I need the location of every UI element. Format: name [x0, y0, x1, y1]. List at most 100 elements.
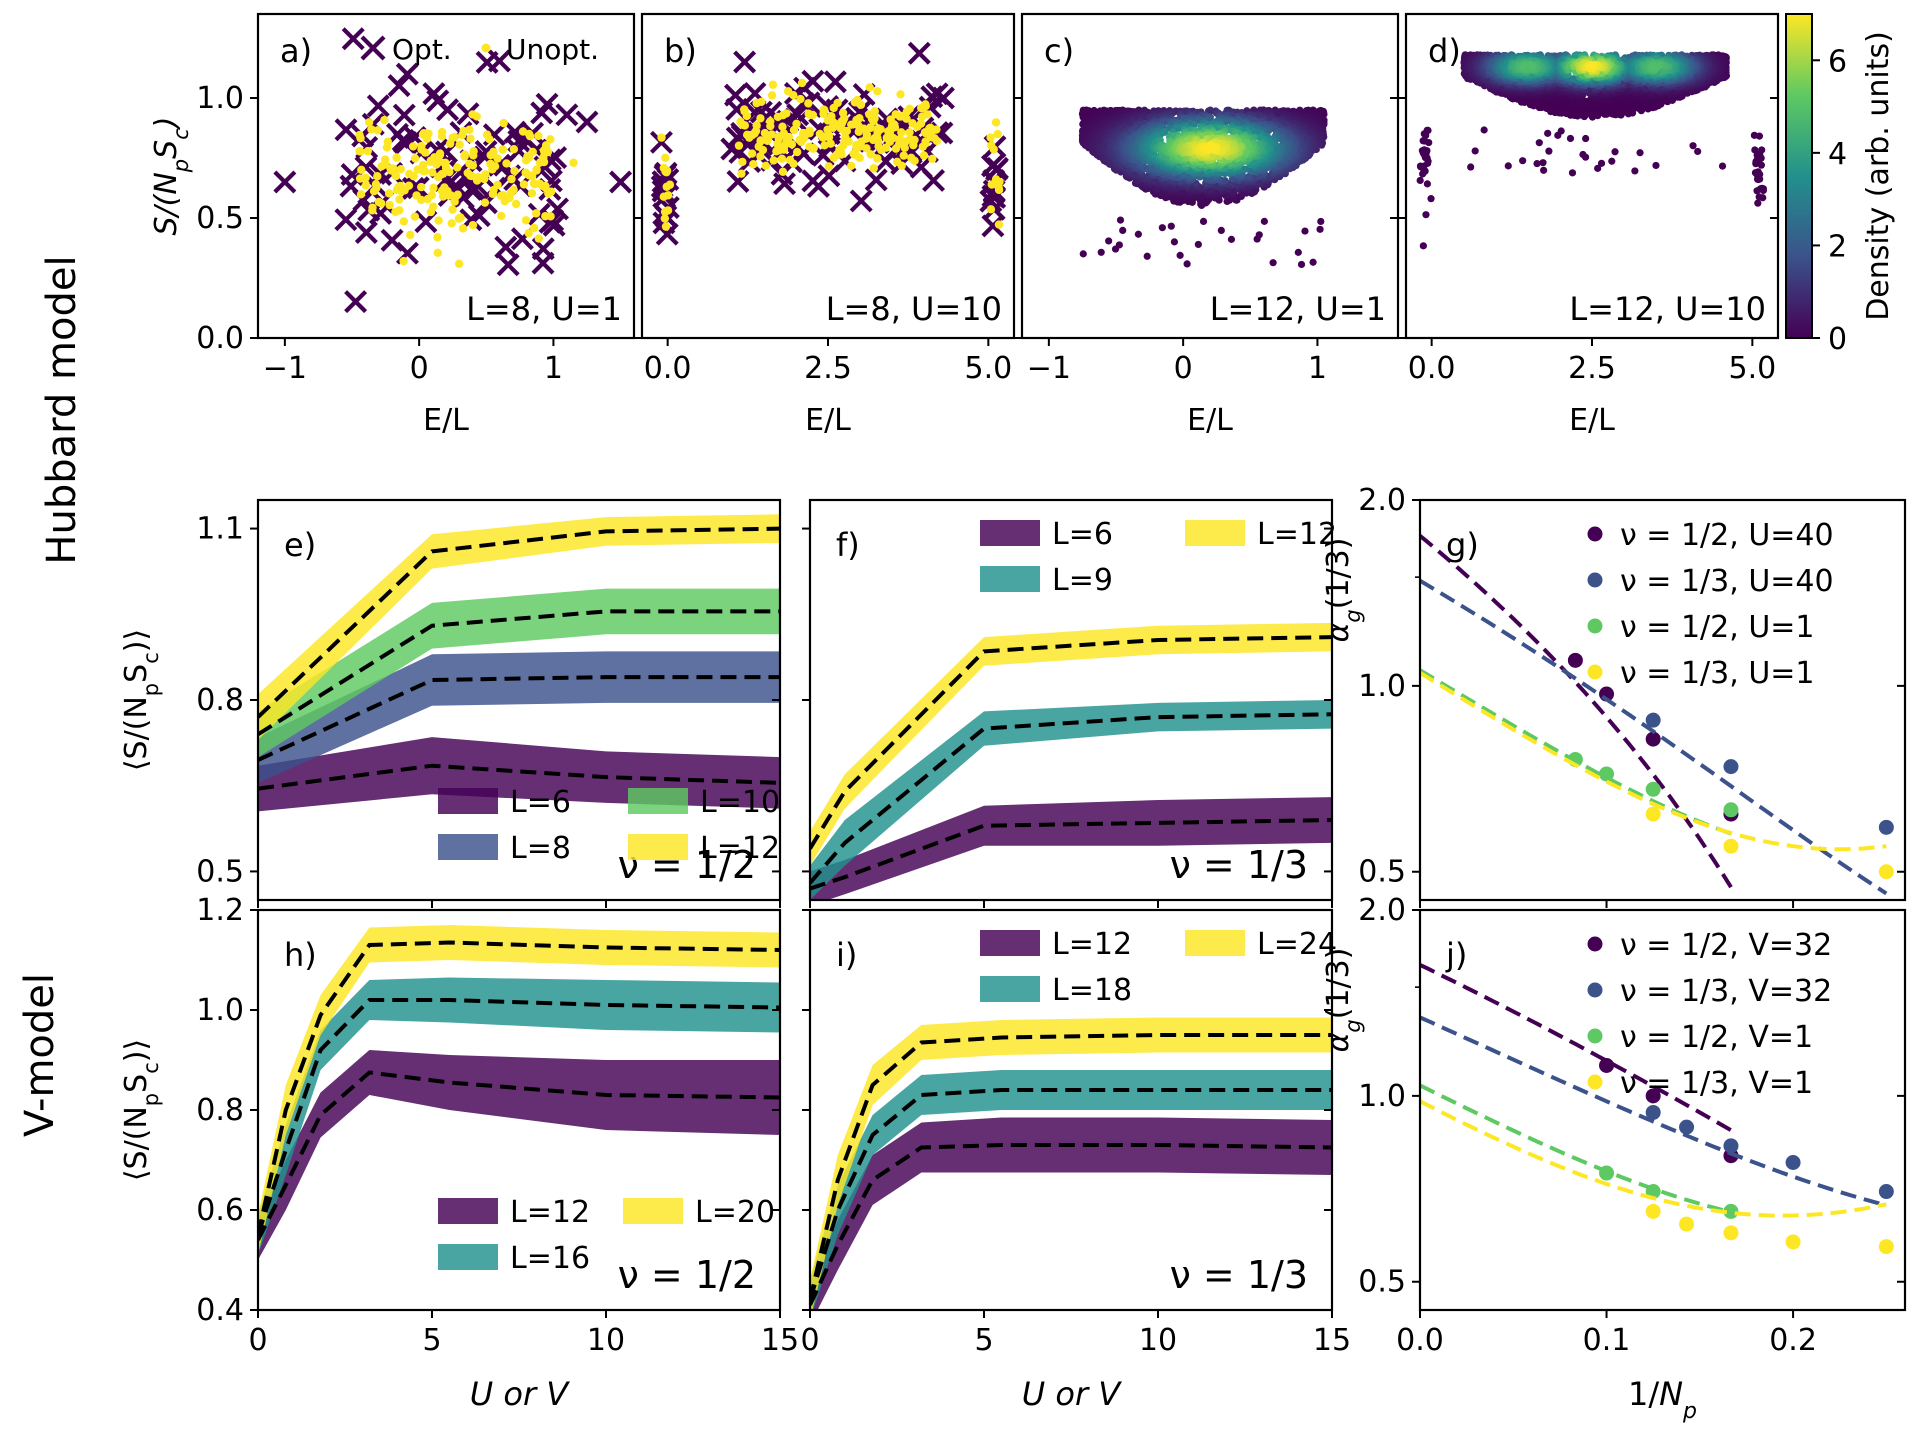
opt-point-b-40: [849, 189, 873, 213]
density-point-d-81: [1540, 166, 1548, 174]
opt-point-a-5-stroke-2: [366, 94, 390, 118]
density-point-c-23: [1227, 235, 1236, 243]
opt-point-b-82-stroke-2: [791, 91, 815, 115]
opt-point-a-90-stroke-2: [273, 170, 297, 194]
legend-unopt-marker: [481, 43, 491, 53]
unopt-point-a-74: [480, 198, 490, 207]
unopt-point-b-10: [661, 222, 671, 231]
opt-point-b-84-stroke-2: [749, 100, 773, 124]
unopt-point-a-161: [445, 167, 454, 177]
unopt-point-a-190: [524, 129, 534, 139]
unopt-point-a-47: [428, 168, 437, 177]
density-point-c-22: [1297, 260, 1306, 269]
opt-point-b-92-stroke-2: [649, 130, 673, 154]
unopt-point-a-40: [361, 181, 370, 190]
unopt-point-b-232: [785, 155, 795, 165]
opt-point-a-92: [555, 103, 579, 127]
opt-point-b-101-stroke-2: [655, 222, 679, 246]
opt-point-a-33: [344, 290, 368, 314]
density-point-c-9: [1317, 217, 1325, 226]
opt-point-b-65-stroke-2: [922, 168, 946, 192]
density-point-d-22: [1419, 242, 1427, 250]
opt-point-b-69: [823, 70, 847, 94]
density-point-d-59: [1754, 155, 1762, 163]
opt-point-b-55-stroke-2: [909, 155, 933, 179]
plot-area-a: [273, 27, 633, 314]
unopt-point-b-197: [767, 91, 777, 100]
opt-point-b-91-stroke-2: [931, 86, 955, 110]
opt-point-b-77-stroke-2: [725, 97, 749, 121]
density-point-d-79: [1652, 161, 1660, 170]
unopt-point-a-122: [510, 166, 519, 176]
opt-point-b-91: [931, 86, 955, 110]
unopt-point-a-168: [391, 207, 400, 217]
unopt-point-a-196: [417, 195, 426, 205]
unopt-point-b-11: [661, 153, 670, 163]
unopt-point-b-211: [928, 154, 937, 163]
opt-point-b-69-stroke-2: [823, 70, 847, 94]
unopt-point-a-148: [409, 172, 418, 181]
density-point-d-51: [1759, 194, 1767, 202]
density-point-d-29: [1417, 163, 1425, 171]
unopt-point-b-101: [778, 122, 787, 131]
opt-point-a-39-stroke-2: [426, 89, 450, 113]
unopt-point-b-153: [905, 104, 914, 113]
x-tick-label-a-0: −1: [263, 351, 307, 386]
unopt-point-a-12: [434, 216, 443, 225]
unopt-point-b-159: [742, 130, 752, 140]
unopt-point-b-219: [738, 157, 747, 167]
density-point-c-7: [1097, 248, 1105, 256]
panel-label-a: a): [280, 32, 312, 70]
density-point-c-20: [1260, 217, 1268, 225]
unopt-point-b-218: [917, 112, 927, 121]
unopt-point-a-63: [437, 170, 446, 179]
density-point-c-1533: [1245, 172, 1253, 181]
unopt-point-a-139: [396, 164, 406, 174]
unopt-point-a-140: [380, 155, 390, 164]
density-point-d-67: [1718, 162, 1727, 170]
unopt-point-b-123: [921, 100, 930, 109]
unopt-point-b-213: [766, 117, 775, 126]
opt-point-a-72: [531, 251, 555, 275]
unopt-point-a-189: [363, 146, 372, 156]
unopt-point-b-217: [835, 145, 844, 154]
unopt-point-a-130: [399, 256, 408, 266]
unopt-point-b-158: [897, 161, 906, 170]
unopt-point-b-203: [909, 140, 918, 150]
unopt-point-b-199: [836, 124, 845, 133]
density-point-d-85: [1597, 159, 1606, 167]
unopt-point-b-157: [905, 128, 914, 137]
unopt-point-a-176: [509, 185, 518, 194]
opt-point-a-6-stroke-2: [392, 103, 416, 127]
unopt-point-a-158: [532, 165, 541, 174]
unopt-point-a-100: [373, 126, 382, 135]
unopt-point-b-8: [659, 163, 669, 173]
unopt-point-b-106: [804, 99, 813, 108]
unopt-point-b-236: [884, 127, 893, 136]
unopt-point-b-138: [873, 154, 882, 163]
opt-point-b-2-stroke-2: [743, 81, 767, 105]
unopt-point-a-151: [369, 186, 379, 196]
unopt-point-b-167: [930, 134, 939, 143]
opt-point-a-44-stroke-2: [530, 101, 554, 125]
unopt-point-b-214: [754, 142, 763, 151]
density-point-c-3: [1217, 226, 1225, 234]
unopt-point-a-150: [486, 159, 496, 169]
density-point-d-26: [1420, 151, 1429, 159]
unopt-point-a-200: [569, 158, 578, 167]
opt-point-a-14: [387, 74, 411, 98]
unopt-point-b-241: [773, 139, 782, 149]
plot-area-d: [1416, 51, 1767, 250]
unopt-point-b-165: [792, 119, 801, 128]
unopt-point-b-75: [896, 90, 905, 99]
unopt-point-a-194: [546, 212, 555, 221]
unopt-point-a-36: [547, 187, 556, 196]
density-point-d-65: [1504, 162, 1512, 170]
annotation-c: L=12, U=1: [1210, 290, 1386, 328]
unopt-point-a-192: [448, 133, 457, 143]
unopt-point-b-162: [868, 135, 878, 145]
density-point-d-40: [1754, 199, 1762, 207]
unopt-point-b-54: [789, 125, 799, 135]
opt-point-b-78-stroke-2: [773, 172, 797, 196]
